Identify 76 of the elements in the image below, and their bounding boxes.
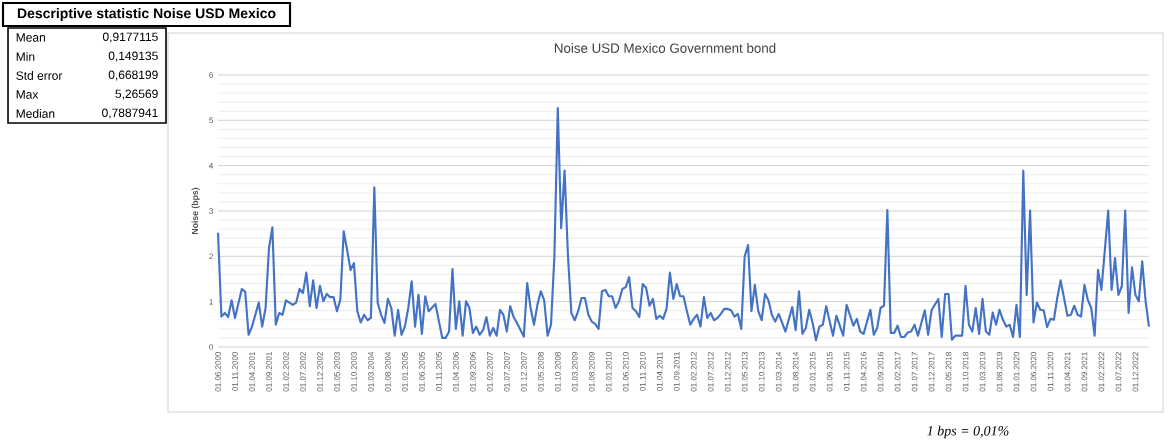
text: Mean <box>16 33 45 42</box>
x-tick-label: 01.03.2019 <box>979 352 986 392</box>
x-tick-label: 01.06.2020 <box>1030 352 1037 392</box>
x-tick-label: 01.12.2017 <box>928 352 935 392</box>
x-tick-label: 01.06.2010 <box>622 352 629 392</box>
y-tick-label: 6 <box>209 72 213 78</box>
text: 1 bps = 0,01% <box>927 425 1009 439</box>
text: Max <box>16 90 39 99</box>
x-tick-label: 01.12.2007 <box>520 352 527 392</box>
x-tick-label: 01.09.2016 <box>877 352 884 392</box>
x-tick-label: 01.06.2000 <box>215 352 221 392</box>
x-tick-label: 01.07.2007 <box>503 352 510 392</box>
x-tick-label: 01.02.2012 <box>690 352 697 392</box>
x-tick-label: 01.03.2014 <box>775 351 782 392</box>
text: Descriptive statistic Noise USD Mexico <box>17 7 276 22</box>
x-tick-label: 01.11.2000 <box>232 352 238 391</box>
x-tick-label: 01.10.2018 <box>962 352 969 392</box>
x-tick-label: 01.09.2021 <box>1081 352 1088 392</box>
y-tick-label: 5 <box>209 117 213 124</box>
x-tick-label: 01.05.2018 <box>945 352 952 392</box>
x-tick-label: 01.11.2020 <box>1047 352 1054 391</box>
x-tick-label: 01.05.2008 <box>537 352 544 392</box>
x-tick-label: 01.08.2014 <box>792 351 799 392</box>
x-tick-label: 01.10.2003 <box>351 352 357 392</box>
x-tick-label: 01.04.2001 <box>249 352 255 392</box>
x-tick-label: 01.01.2010 <box>605 352 612 392</box>
y-tick-label: 4 <box>209 162 214 169</box>
x-tick-label: 01.05.2003 <box>334 352 340 392</box>
y-tick-label: 1 <box>209 298 213 305</box>
x-tick-label: 01.04.2016 <box>860 352 867 392</box>
x-tick-label: 01.01.2020 <box>1013 352 1020 392</box>
text: 5,26569 <box>115 89 158 100</box>
x-tick-label: 01.02.2022 <box>1098 352 1105 392</box>
text: 0,9177115 <box>102 32 158 43</box>
x-tick-label: 01.09.2001 <box>266 352 272 392</box>
x-tick-label: 01.07.2017 <box>911 352 918 392</box>
x-tick-label: 01.08.2019 <box>996 352 1003 392</box>
text: 0,149135 <box>108 51 158 62</box>
x-tick-label: 01.06.2005 <box>419 352 425 392</box>
text: 0,7887941 <box>102 108 158 119</box>
text: 0,668199 <box>108 70 158 81</box>
x-tick-label: 01.07.2002 <box>300 352 306 392</box>
x-tick-label: 01.02.2017 <box>894 352 901 392</box>
x-tick-label: 01.10.2013 <box>758 352 765 392</box>
x-tick-label: 01.11.2010 <box>639 352 646 391</box>
x-tick-label: 01.03.2004 <box>368 351 374 392</box>
x-tick-label: 01.08.2009 <box>588 352 595 392</box>
text: Median <box>16 109 55 118</box>
x-tick-label: 01.06.2015 <box>826 352 833 392</box>
x-tick-label: 01.01.2005 <box>402 352 408 392</box>
y-axis-title: Noise (bps) <box>191 187 200 234</box>
text: Min <box>16 52 35 61</box>
x-tick-label: 01.07.2012 <box>707 352 714 392</box>
x-tick-label: 01.12.2012 <box>724 352 731 392</box>
x-tick-label: 01.08.2004 <box>385 351 391 392</box>
x-tick-label: 01.07.2022 <box>1115 352 1122 392</box>
x-tick-label: 01.12.2002 <box>317 352 323 392</box>
x-tick-label: 01.11.2015 <box>843 352 850 391</box>
x-tick-label: 01.04.2006 <box>453 352 459 392</box>
text: Std error <box>16 71 63 80</box>
y-tick-label: 3 <box>209 208 213 214</box>
x-tick-label: 01.04.2021 <box>1064 352 1071 392</box>
x-tick-label: 01.02.2007 <box>487 352 493 392</box>
x-tick-label: 01.04.2011 <box>656 352 663 391</box>
x-tick-label: 01.02.2002 <box>283 352 289 392</box>
x-tick-label: 01.03.2009 <box>571 352 578 392</box>
x-tick-label: 01.01.2015 <box>809 352 816 392</box>
x-tick-label: 01.05.2013 <box>741 352 748 392</box>
y-tick-label: 0 <box>209 344 213 350</box>
chart-title: Noise USD Mexico Government bond <box>554 43 776 53</box>
y-tick-label: 2 <box>209 253 213 260</box>
x-tick-label: 01.09.2011 <box>673 352 680 391</box>
x-tick-label: 01.12.2022 <box>1132 352 1139 392</box>
x-tick-label: 01.09.2006 <box>470 352 476 392</box>
x-tick-label: 01.10.2008 <box>554 352 561 392</box>
x-tick-label: 01.11.2005 <box>436 352 442 391</box>
